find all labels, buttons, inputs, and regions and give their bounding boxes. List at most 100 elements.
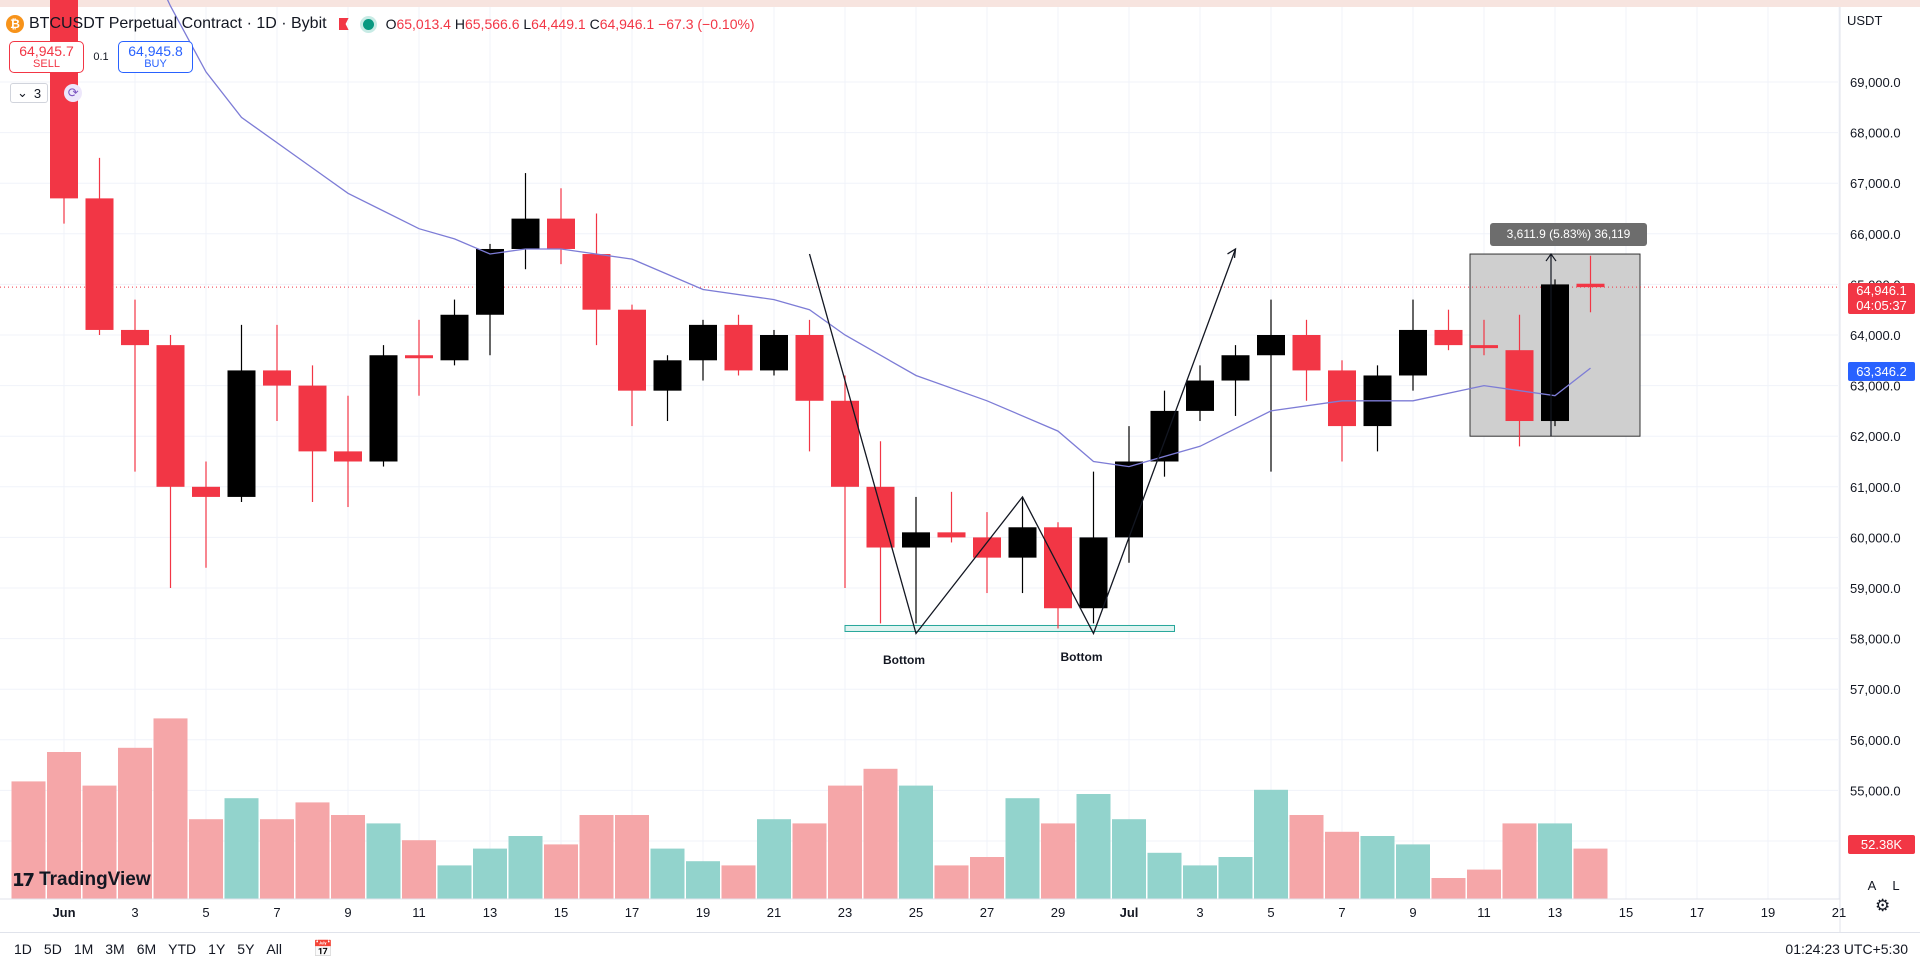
price-tick-label: 55,000.0 [1850, 783, 1901, 798]
measure-arrow-head [1545, 253, 1557, 262]
price-tick-label: 63,000.0 [1850, 379, 1901, 394]
volume-bar [437, 865, 472, 899]
volume-bar [1467, 869, 1501, 899]
candle-body [121, 329, 149, 346]
volume-bar [1289, 815, 1324, 899]
currency-selector[interactable]: USDT [1847, 13, 1883, 28]
volume-bar [899, 785, 933, 899]
date-tick-label: 9 [1409, 905, 1416, 920]
candle-body [440, 314, 469, 361]
clock-display[interactable]: 01:24:23 UTC+5:30 [1785, 941, 1908, 957]
date-tick-label: 3 [131, 905, 138, 920]
bottom-toolbar: 1D 5D 1M 3M 6M YTD 1Y 5Y All 📅 01:24:23 UTC+5:30 [0, 932, 1920, 967]
volume-bar [579, 815, 614, 899]
candle-body [227, 370, 256, 497]
price-tick-label: 56,000.0 [1850, 733, 1901, 748]
volume-bar [757, 819, 791, 899]
volume-bar [82, 785, 117, 899]
range-all[interactable]: All [266, 941, 282, 957]
range-3m[interactable]: 3M [105, 941, 125, 957]
candle-body [689, 324, 717, 361]
price-tick-label: 58,000.0 [1850, 632, 1901, 647]
volume-value-tag: 52.38K [1848, 835, 1915, 854]
chevron-down-icon: ⌄ [17, 85, 28, 100]
tradingview-logo-icon: 𝟭𝟳 [12, 869, 35, 890]
range-ytd[interactable]: YTD [168, 941, 197, 957]
date-tick-label: 15 [554, 905, 568, 920]
date-tick-label: 21 [1832, 905, 1846, 920]
moving-average-line [166, 0, 1591, 468]
date-tick-label: Jul [1120, 905, 1139, 920]
tradingview-logo[interactable]: 𝟭𝟳 TradingView [12, 869, 151, 890]
chart-canvas[interactable]: Bottom Bottom 69,000.0 68,000.0 67,000.0 66,… [0, 0, 1920, 932]
candle-body [85, 198, 114, 330]
range-1y[interactable]: 1Y [208, 941, 226, 957]
volume-bar [1431, 878, 1466, 899]
candle-body [582, 254, 611, 310]
candle-body [902, 532, 930, 548]
range-5d[interactable]: 5D [43, 941, 62, 957]
volume-bar [863, 768, 898, 899]
range-1m[interactable]: 1M [73, 941, 94, 957]
volume-bar [1325, 831, 1359, 899]
sync-icon[interactable]: ⟳ [64, 84, 83, 102]
price-tick-label: 61,000.0 [1850, 480, 1901, 495]
date-tick-label: 7 [273, 905, 280, 920]
volume-bar [295, 802, 330, 899]
candle-body [298, 385, 327, 452]
candle-body [1079, 537, 1108, 609]
price-tick-label: 62,000.0 [1850, 429, 1901, 444]
market-status-icon [362, 18, 374, 30]
volume-bar [615, 815, 649, 899]
date-tick-label: 5 [1267, 905, 1274, 920]
volume-bar [934, 865, 969, 899]
price-tick-label: 67,000.0 [1850, 176, 1901, 191]
indicators-count-button[interactable]: ⌄ 3 [10, 83, 49, 103]
volume-bar [686, 861, 720, 899]
flag-icon[interactable] [338, 18, 349, 30]
date-tick-label: 17 [625, 905, 639, 920]
candle-body [724, 324, 753, 371]
gear-icon[interactable]: ⚙ [1875, 896, 1891, 915]
log-scale-button[interactable]: L [1892, 878, 1900, 893]
ohlc-values: O65,013.4 H65,566.6 L64,449.1 C64,946.1 … [385, 16, 755, 32]
candle-body [795, 335, 824, 401]
range-6m[interactable]: 6M [136, 941, 157, 957]
date-tick-label: 29 [1051, 905, 1065, 920]
order-quantity[interactable]: 0.1 [93, 51, 109, 63]
range-1d[interactable]: 1D [14, 941, 32, 957]
volume-bar [1183, 865, 1217, 899]
volume-bar [792, 823, 827, 899]
candle-body [1008, 527, 1037, 558]
date-tick-label: 23 [838, 905, 852, 920]
range-5y[interactable]: 5Y [237, 941, 255, 957]
date-tick-label: 19 [696, 905, 710, 920]
date-tick-label: 17 [1690, 905, 1704, 920]
symbol-title[interactable]: BTCUSDT Perpetual Contract · 1D · Bybit [29, 15, 327, 32]
auto-scale-button[interactable]: A [1867, 878, 1877, 893]
candle-body [1221, 355, 1250, 381]
date-tick-label: Jun [52, 905, 75, 920]
buy-button[interactable]: 64,945.8 BUY [118, 41, 193, 73]
candle-body [334, 451, 362, 462]
measure-label: 3,611.9 (5.83%) 36,119 [1490, 223, 1647, 246]
volume-bar [1112, 819, 1146, 899]
price-tick-label: 68,000.0 [1850, 126, 1901, 141]
candle-body [1505, 350, 1534, 422]
zigzag-pattern [808, 248, 1237, 636]
volume-bar [1147, 852, 1182, 899]
volume-bar [1041, 823, 1075, 899]
price-tick-label: 59,000.0 [1850, 581, 1901, 596]
candle-body [973, 537, 1001, 558]
candle-body [476, 248, 504, 315]
volume-bar [473, 848, 507, 899]
candle-body [1186, 380, 1214, 411]
candle-body [1541, 284, 1569, 422]
volume-bar [47, 752, 81, 899]
date-tick-label: 11 [412, 905, 426, 920]
candle-body [653, 360, 682, 391]
sell-button[interactable]: 64,945.7 SELL [9, 41, 84, 73]
calendar-icon[interactable]: 📅 [313, 941, 333, 958]
volume-bar [1360, 836, 1395, 899]
volume-bar [970, 857, 1004, 899]
